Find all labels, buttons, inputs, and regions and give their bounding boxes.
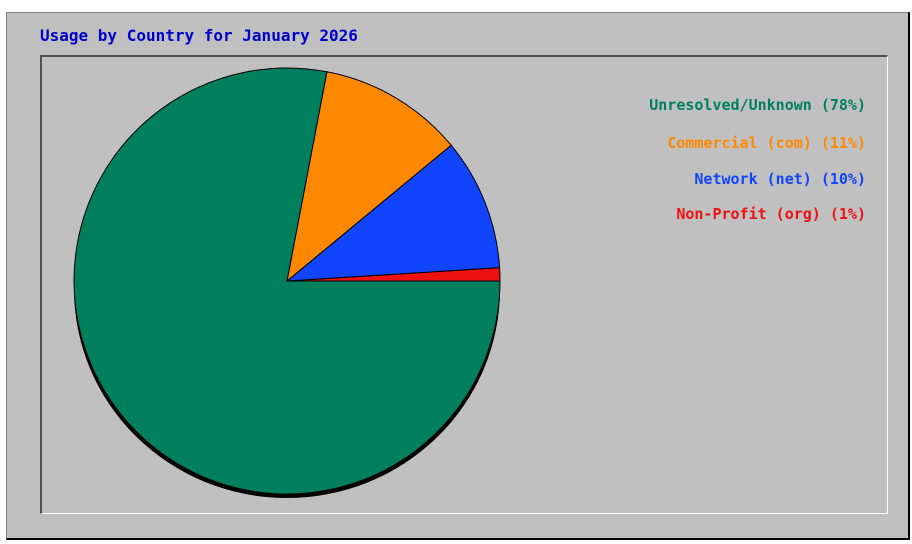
legend-item-unresolved: Unresolved/Unknown (78%) bbox=[649, 96, 866, 114]
pie-slice-network bbox=[285, 144, 501, 282]
pie-slices bbox=[73, 67, 501, 495]
legend-item-commercial: Commercial (com) (11%) bbox=[667, 134, 866, 152]
legend-item-nonprofit: Non-Profit (org) (1%) bbox=[676, 205, 866, 223]
chart-title: Usage by Country for January 2026 bbox=[40, 26, 358, 45]
pie-slice-commercial bbox=[286, 71, 452, 283]
pie-slice-unresolvedunknown bbox=[73, 67, 501, 495]
legend-item-network: Network (net) (10%) bbox=[694, 170, 866, 188]
